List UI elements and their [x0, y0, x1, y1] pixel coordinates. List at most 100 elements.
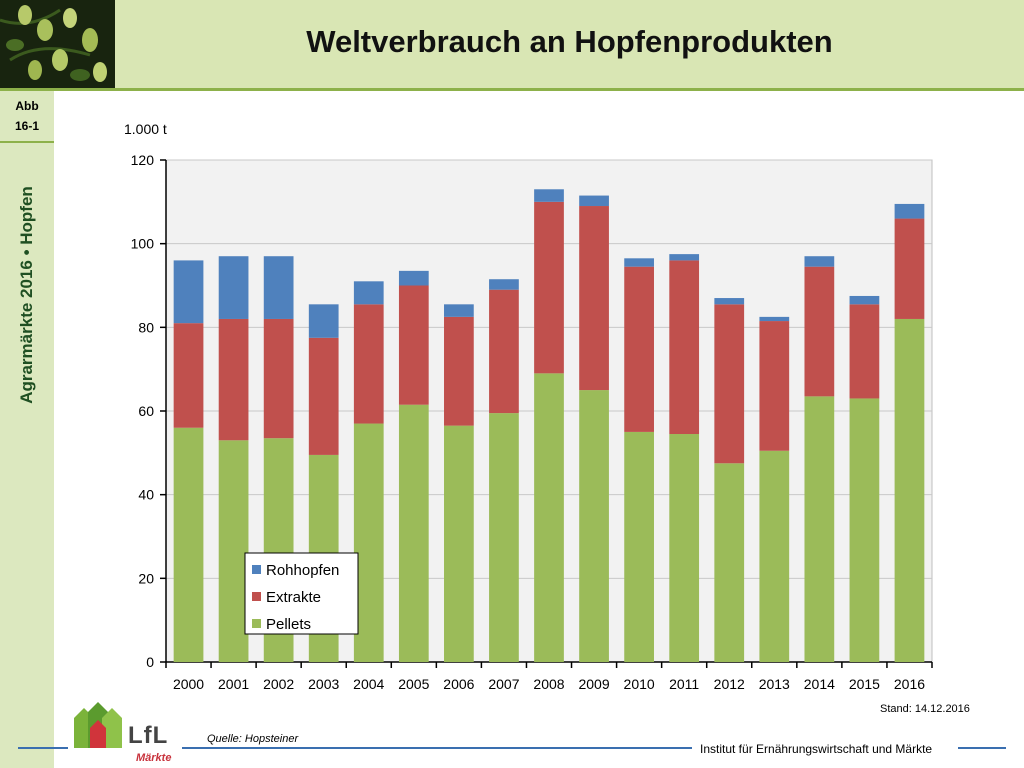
legend	[244, 552, 359, 635]
bar-pellets-2011	[669, 434, 700, 662]
bar-extrakte-2004	[353, 304, 384, 424]
bar-extrakte-2011	[669, 260, 700, 435]
page-title: Weltverbrauch an Hopfenprodukten	[306, 24, 833, 59]
bar-pellets-2004	[353, 423, 384, 662]
bar-extrakte-2000	[173, 323, 204, 428]
bar-extrakte-2015	[849, 304, 880, 399]
x-tick-label: 2002	[263, 676, 294, 692]
bar-rohhopfen-2015	[849, 295, 880, 305]
legend-label-pellets: Pellets	[266, 616, 311, 633]
bar-extrakte-2012	[714, 304, 745, 464]
bar-pellets-2006	[444, 425, 474, 662]
bar-rohhopfen-2012	[714, 298, 745, 305]
footer-line-right	[958, 747, 1006, 749]
bar-rohhopfen-2006	[444, 304, 474, 317]
bar-pellets-2005	[398, 404, 429, 662]
sidebar	[0, 91, 54, 768]
bar-pellets-2013	[759, 450, 790, 662]
x-tick-label: 2008	[533, 676, 564, 692]
header-band	[0, 0, 1024, 88]
lfl-logo-icon	[72, 698, 124, 755]
institute-name: Institut für Ernährungswirtschaft und Mä…	[700, 742, 933, 756]
x-tick-label: 2009	[578, 676, 609, 692]
bar-rohhopfen-2008	[534, 189, 564, 202]
chart: 1.000 t 0 20 40 60 80 100 120 2000 2001 2002 2003 20…	[90, 110, 950, 715]
bar-extrakte-2007	[489, 289, 519, 414]
bar-rohhopfen-2011	[669, 254, 700, 261]
bar-rohhopfen-2010	[624, 258, 654, 267]
bar-pellets-2012	[714, 463, 745, 662]
bar-pellets-2010	[624, 431, 654, 662]
bar-pellets-2008	[534, 373, 564, 662]
x-tick-label: 2001	[218, 676, 249, 692]
bar-rohhopfen-2004	[353, 281, 384, 305]
bar-extrakte-2001	[218, 318, 249, 441]
bar-pellets-2016	[894, 318, 925, 662]
hops-photo	[0, 0, 115, 90]
bar-pellets-2009	[579, 390, 609, 662]
bar-extrakte-2006	[444, 316, 474, 426]
y-tick-label: 80	[138, 319, 154, 335]
legend-label-extrakte: Extrakte	[266, 589, 321, 606]
bar-extrakte-2013	[759, 321, 790, 451]
x-tick-label: 2003	[308, 676, 339, 692]
logo-text: LfL	[128, 722, 169, 749]
bar-extrakte-2003	[308, 337, 339, 455]
x-tick-label: 2007	[488, 676, 519, 692]
x-tick-label: 2015	[849, 676, 880, 692]
x-tick-label: 2006	[443, 676, 474, 692]
bar-rohhopfen-2000	[173, 260, 204, 324]
legend-swatch-extrakte	[252, 592, 261, 601]
x-tick-label: 2004	[353, 676, 384, 692]
bar-extrakte-2010	[624, 266, 654, 432]
bar-rohhopfen-2016	[894, 203, 925, 219]
bar-pellets-2014	[804, 396, 835, 662]
x-tick-label: 2016	[894, 676, 925, 692]
bar-rohhopfen-2005	[398, 270, 429, 286]
figure-number-value: 16-1	[14, 119, 40, 133]
source-note: Quelle: Hopsteiner	[207, 733, 299, 745]
x-tick-label: 2005	[398, 676, 429, 692]
y-tick-label: 40	[138, 487, 154, 503]
bar-extrakte-2005	[398, 285, 429, 405]
bar-rohhopfen-2001	[218, 256, 249, 319]
bar-rohhopfen-2002	[263, 256, 294, 319]
bar-extrakte-2009	[579, 206, 609, 391]
x-tick-label: 2013	[759, 676, 790, 692]
sidebar-divider	[0, 141, 54, 143]
bar-extrakte-2008	[534, 201, 564, 374]
footer-line-left	[18, 747, 68, 749]
bar-rohhopfen-2014	[804, 256, 835, 267]
bar-extrakte-2016	[894, 218, 925, 319]
y-tick-label: 0	[146, 654, 154, 670]
x-tick-label: 2014	[804, 676, 835, 692]
y-tick-label: 120	[131, 152, 155, 168]
figure-number: Abb 16-1	[0, 96, 54, 136]
bar-rohhopfen-2009	[579, 195, 609, 207]
bar-pellets-2007	[489, 413, 519, 662]
legend-swatch-pellets	[252, 619, 261, 628]
footer-line-middle	[182, 747, 692, 749]
stand-date: Stand: 14.12.2016	[880, 703, 970, 715]
bar-extrakte-2014	[804, 266, 835, 397]
logo-subtext: Märkte	[136, 752, 172, 764]
y-tick-label: 60	[138, 403, 154, 419]
bar-rohhopfen-2003	[308, 304, 339, 338]
x-tick-label: 2010	[624, 676, 655, 692]
y-tick-label: 20	[138, 570, 154, 586]
figure-number-label: Abb	[15, 99, 39, 113]
x-tick-label: 2011	[669, 676, 699, 692]
bar-pellets-2000	[173, 427, 204, 662]
x-tick-label: 2012	[714, 676, 745, 692]
bar-rohhopfen-2007	[489, 279, 519, 290]
legend-swatch-rohhopfen	[252, 565, 261, 574]
sidebar-vertical-title: Agrarmärkte 2016 • Hopfen	[17, 186, 36, 404]
stacked-bar-chart: 1.000 t 0 20 40 60 80 100 120 2000 2001 2002 2003 20…	[124, 121, 933, 692]
bar-extrakte-2002	[263, 318, 294, 439]
y-unit-label: 1.000 t	[124, 121, 167, 137]
x-tick-label: 2000	[173, 676, 204, 692]
bar-pellets-2001	[218, 440, 249, 662]
legend-label-rohhopfen: Rohhopfen	[266, 562, 339, 579]
y-tick-label: 100	[131, 236, 155, 252]
bar-rohhopfen-2013	[759, 316, 790, 322]
